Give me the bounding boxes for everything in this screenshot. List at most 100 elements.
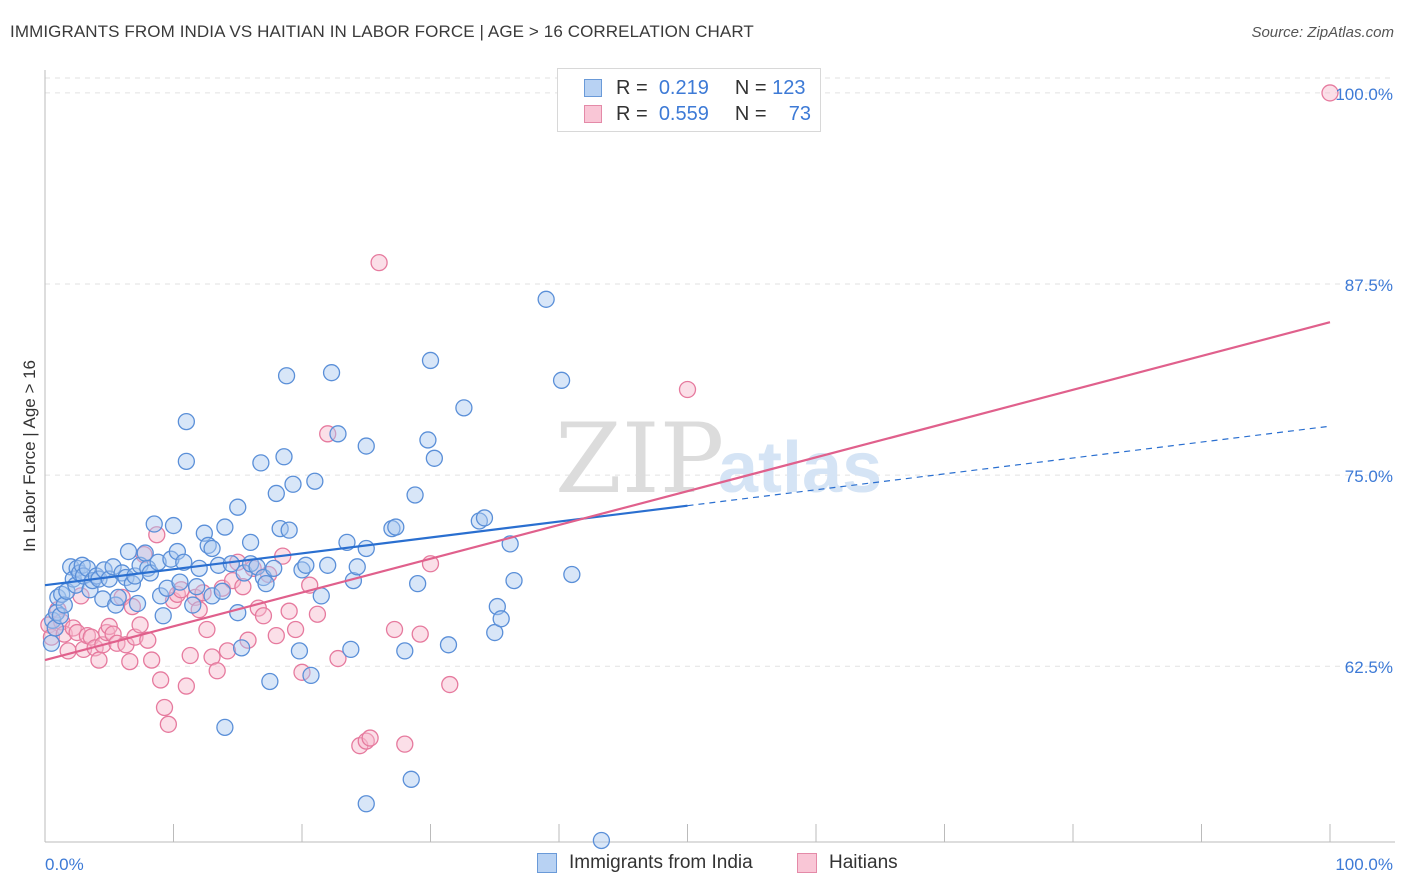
haitian-point bbox=[234, 578, 252, 596]
india-point bbox=[119, 542, 138, 561]
haitian-point bbox=[254, 607, 273, 625]
india-point bbox=[104, 558, 122, 576]
india-point bbox=[421, 351, 440, 370]
haitian-point bbox=[329, 649, 347, 668]
india-point bbox=[187, 578, 206, 596]
india-point bbox=[184, 596, 202, 614]
india-point bbox=[261, 672, 279, 691]
haitian-point bbox=[143, 651, 161, 669]
india-point bbox=[168, 542, 187, 561]
india-point bbox=[154, 607, 172, 625]
source-label: Source: ZipAtlas.com bbox=[1251, 24, 1394, 41]
haitian-point bbox=[218, 642, 237, 660]
india-point bbox=[537, 290, 555, 308]
india-point bbox=[213, 582, 231, 600]
india-point bbox=[312, 587, 330, 605]
haitian-point bbox=[198, 620, 216, 639]
india-point bbox=[252, 454, 270, 472]
india-point bbox=[53, 585, 71, 603]
india-point bbox=[55, 596, 73, 614]
series-legend: Immigrants from India Haitians bbox=[0, 852, 1406, 878]
haitians-swatch bbox=[797, 853, 817, 873]
india-point bbox=[177, 412, 196, 431]
india-point bbox=[241, 533, 260, 552]
haitian-point bbox=[308, 605, 327, 623]
haitian-trend-line bbox=[44, 321, 1331, 662]
india-point bbox=[357, 795, 375, 813]
india-point bbox=[164, 516, 183, 535]
india-point bbox=[348, 558, 366, 576]
india-point bbox=[275, 448, 293, 466]
india-point bbox=[425, 449, 444, 467]
stats-row-india: R = 0.219 N = 123 bbox=[584, 76, 806, 100]
n-value: 73 bbox=[788, 102, 812, 125]
india-point bbox=[329, 425, 347, 443]
haitian-point bbox=[267, 626, 285, 645]
chart-title: IMMIGRANTS FROM INDIA VS HAITIAN IN LABO… bbox=[10, 22, 754, 41]
haitian-point bbox=[280, 602, 298, 620]
india-point bbox=[203, 539, 221, 558]
haitian-point bbox=[159, 715, 178, 733]
haitian-point bbox=[370, 253, 388, 272]
haitian-point bbox=[55, 625, 73, 643]
haitian-point bbox=[396, 735, 414, 753]
y-tick-label: 87.5% bbox=[1345, 276, 1393, 295]
haitians-swatch bbox=[584, 105, 602, 123]
india-point bbox=[280, 521, 298, 539]
india-point bbox=[190, 559, 208, 578]
haitian-point bbox=[181, 646, 199, 665]
india-point bbox=[357, 437, 375, 455]
india-point bbox=[145, 515, 163, 533]
legend-item-haitians: Haitians bbox=[797, 852, 898, 874]
n-label: N = bbox=[734, 102, 767, 125]
series-india bbox=[42, 290, 611, 850]
india-point bbox=[419, 431, 437, 449]
india-swatch bbox=[584, 79, 602, 97]
x-tick-label: 100.0% bbox=[1335, 855, 1393, 874]
trend-lines bbox=[44, 321, 1331, 662]
india-point bbox=[319, 556, 337, 574]
haitian-point bbox=[1321, 84, 1339, 102]
watermark-atlas: atlas bbox=[718, 428, 882, 508]
india-point bbox=[128, 594, 147, 613]
india-point bbox=[552, 371, 571, 389]
india-point bbox=[109, 588, 127, 607]
stats-row-haitians: R = 0.559 N = 73 bbox=[584, 102, 811, 126]
india-point bbox=[322, 364, 341, 382]
india-point bbox=[290, 642, 309, 660]
india-point bbox=[297, 556, 315, 574]
n-value: 123 bbox=[772, 76, 806, 99]
tick-labels: 62.5% 75.0% 87.5% 100.0% 0.0% 100.0% bbox=[45, 85, 1393, 874]
india-point bbox=[406, 486, 424, 504]
india-point bbox=[455, 399, 473, 417]
india-point bbox=[492, 610, 510, 628]
india-point bbox=[505, 571, 523, 590]
y-tick-label: 100.0% bbox=[1335, 85, 1393, 104]
stats-legend: R = 0.219 N = 123 R = 0.559 N = 73 bbox=[557, 68, 821, 132]
india-point bbox=[408, 574, 427, 593]
india-point bbox=[342, 640, 360, 659]
x-tick-label: 0.0% bbox=[45, 855, 84, 874]
haitian-point bbox=[385, 620, 404, 639]
india-point bbox=[357, 539, 375, 558]
n-label: N = bbox=[734, 76, 767, 99]
haitian-point bbox=[90, 651, 108, 669]
legend-label: Haitians bbox=[829, 852, 898, 873]
haitian-point bbox=[155, 698, 174, 717]
india-point bbox=[475, 509, 494, 527]
india-point bbox=[171, 573, 189, 591]
haitian-point bbox=[411, 625, 429, 643]
haitian-point bbox=[151, 671, 170, 689]
india-point bbox=[387, 518, 405, 536]
india-swatch bbox=[537, 853, 557, 873]
india-point bbox=[284, 475, 302, 493]
india-point bbox=[306, 472, 324, 490]
haitian-point bbox=[678, 380, 697, 399]
india-point bbox=[51, 607, 70, 625]
legend-label: Immigrants from India bbox=[569, 852, 753, 873]
watermark-zip: ZIP bbox=[555, 403, 724, 515]
india-point bbox=[257, 574, 275, 593]
india-point bbox=[402, 770, 420, 788]
y-tick-label: 62.5% bbox=[1345, 658, 1393, 677]
